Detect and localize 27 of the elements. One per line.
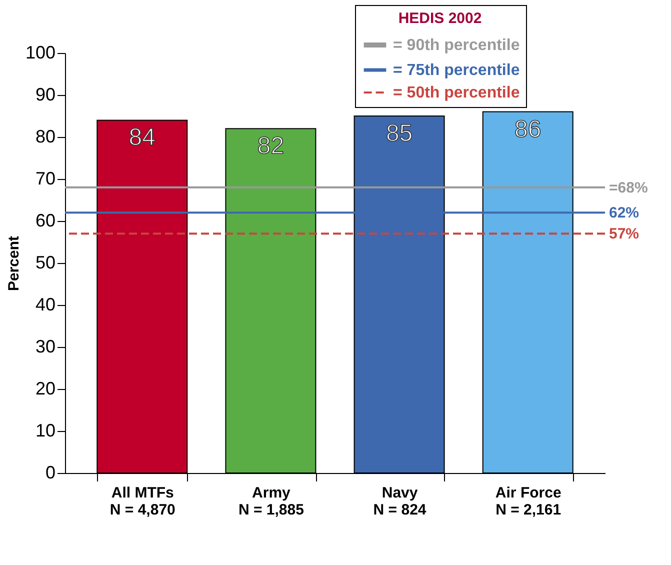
y-tick-label: 50 [35,252,56,272]
y-tick-label: 70 [35,168,56,188]
data-label: 84 [128,124,156,152]
x-tick-label: Navy N = 824 [373,484,427,518]
y-tick-label: 80 [35,126,56,146]
data-label: 82 [257,132,284,160]
ref-line-label: 57% [609,226,640,243]
y-tick-label: 0 [45,462,56,482]
data-label: 86 [514,116,542,143]
x-tick-label: Army N = 1,885 [238,484,304,518]
legend-title: HEDIS 2002 [398,10,482,27]
annotation: = 50th percentile [393,84,520,102]
data-label: 85 [386,120,413,147]
annotation: = 75th percentile [393,62,520,79]
y-tick-label: 40 [35,294,56,314]
y-tick-label: 60 [35,210,56,230]
ref-line-label: =68% [609,179,648,196]
y-tick-label: 10 [35,420,56,440]
y-axis-title: Percent [5,236,22,292]
y-tick-label: 100 [25,42,56,62]
y-tick-label: 30 [35,336,56,356]
annotation: = 90th percentile [393,37,520,54]
y-tick-label: 90 [35,84,56,104]
x-tick-label: All MTFs N = 4,870 [110,484,176,518]
y-tick-label: 20 [35,378,56,398]
x-tick-label: Air Force N = 2,161 [495,484,562,518]
ref-line-label: 62% [609,204,640,222]
